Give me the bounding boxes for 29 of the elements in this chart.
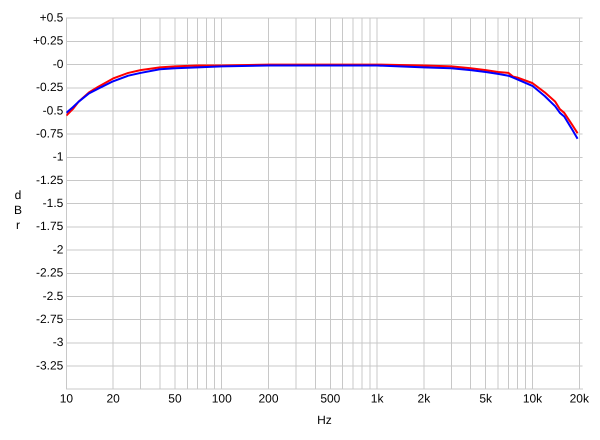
x-tick-label: 10	[60, 392, 74, 406]
x-tick-label: 2k	[418, 392, 432, 406]
x-axis-title: Hz	[317, 413, 332, 428]
y-tick-label: -1.75	[36, 219, 64, 234]
x-tick-label: 100	[212, 392, 232, 406]
y-tick-label: -1.25	[36, 172, 64, 187]
x-tick-label: 20k	[570, 392, 590, 406]
x-tick-label: 20	[106, 392, 120, 406]
x-tick-label: 500	[320, 392, 341, 406]
y-tick-label: -2	[52, 242, 64, 256]
y-tick-label: -1	[52, 150, 64, 164]
y-axis-title: dBr	[11, 188, 25, 233]
y-tick-label: -0.25	[36, 80, 64, 94]
y-tick-label: +0.5	[40, 10, 64, 25]
y-tick-label: -2.75	[36, 312, 64, 326]
y-tick-label: -3	[52, 335, 64, 350]
y-tick-label: -0.5	[42, 103, 64, 118]
y-tick-label: -2.5	[42, 288, 64, 303]
y-tick-label: -0.75	[36, 126, 64, 140]
x-tick-label: 5k	[479, 392, 494, 406]
x-tick-label: 50	[168, 392, 182, 406]
x-tick-label: 200	[258, 392, 279, 406]
x-tick-label: 10k	[522, 392, 544, 406]
x-tick-label: 1k	[370, 392, 384, 406]
y-tick-label: +0.25	[32, 34, 64, 48]
y-tick-label: -0	[52, 56, 64, 71]
y-tick-label: -3.25	[36, 358, 64, 372]
y-tick-label: -1.5	[42, 196, 64, 210]
y-tick-label: -2.25	[36, 266, 64, 280]
